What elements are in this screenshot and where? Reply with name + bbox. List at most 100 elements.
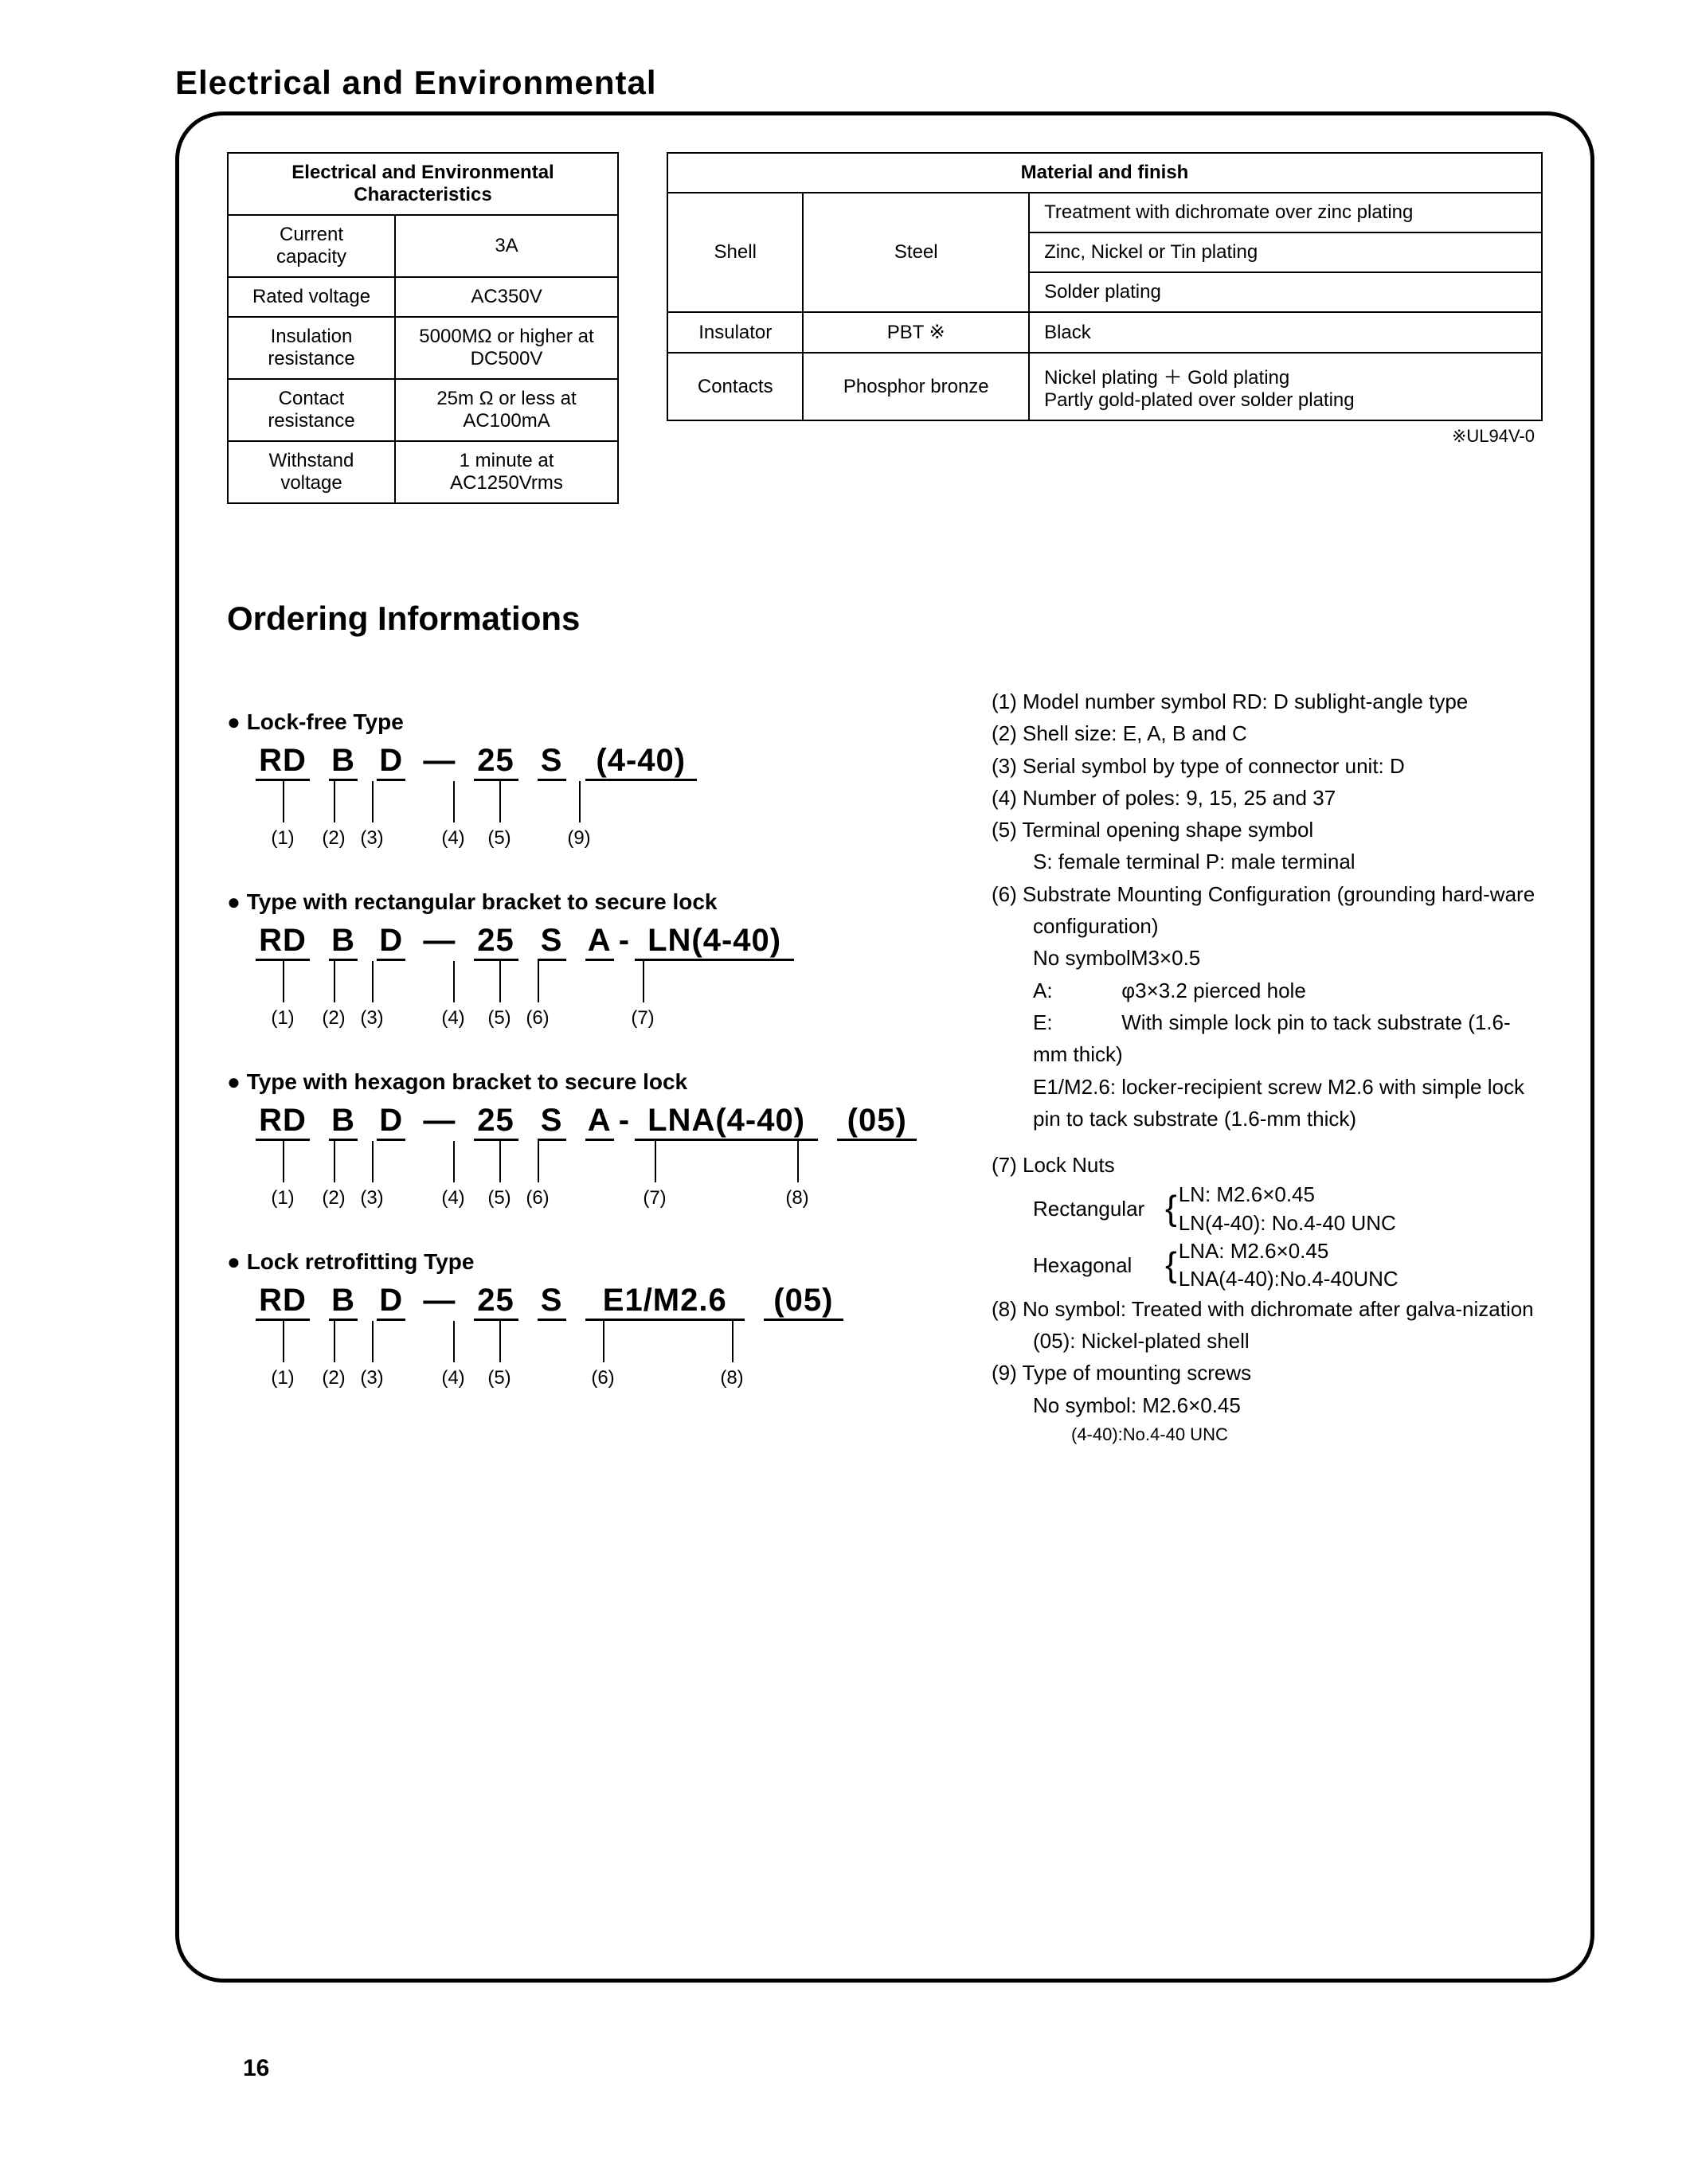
desc-4: (4) Number of poles: 9, 15, 25 and 37: [992, 782, 1543, 814]
insulator-label: Insulator: [667, 312, 803, 353]
legend-3: (3): [353, 1321, 391, 1389]
seg-3: D: [377, 923, 405, 961]
desc-5a: S: female terminal P: male terminal: [1033, 846, 1543, 877]
electrical-table: Electrical and Environmental Characteris…: [227, 152, 619, 504]
legend-2: (2): [315, 1321, 353, 1389]
seg-5: S: [538, 1103, 566, 1141]
shell-treatment: Zinc, Nickel or Tin plating: [1029, 232, 1542, 272]
legend-6: (6): [518, 961, 557, 1029]
locknuts-rect-val1: LN: M2.6×0.45: [1179, 1182, 1315, 1206]
type-rect-heading: Type with rectangular bracket to secure …: [227, 889, 960, 915]
desc-6: (6) Substrate Mounting Configuration (gr…: [992, 878, 1543, 943]
legend-9: (9): [518, 781, 640, 850]
ordering-right: (1) Model number symbol RD: D sublight-a…: [992, 686, 1543, 1448]
material-table: Material and finish Shell Steel Treatmen…: [667, 152, 1543, 421]
seg-3: D: [377, 1103, 405, 1141]
seg-4: 25: [474, 1103, 518, 1141]
page-number: 16: [243, 2055, 269, 2082]
seg-5: S: [538, 923, 566, 961]
locknuts-rect: Rectangular { LN: M2.6×0.45 LN(4-40): No…: [1033, 1181, 1543, 1237]
desc-5: (5) Terminal opening shape symbol: [992, 814, 1543, 846]
mat-table-title: Material and finish: [667, 153, 1542, 193]
contacts-material: Phosphor bronze: [803, 353, 1029, 420]
seg-1: RD: [256, 1103, 310, 1141]
ordering-heading: Ordering Informations: [227, 600, 1543, 638]
legend-5: (5): [480, 961, 518, 1029]
legend-7: (7): [557, 961, 729, 1029]
shell-treatment: Solder plating: [1029, 272, 1542, 312]
seg-6: A: [585, 1103, 614, 1141]
legend-3: (3): [353, 961, 391, 1029]
seg-2: B: [329, 923, 358, 961]
legend-6: (6): [518, 1141, 557, 1209]
legend-4: (4): [426, 1141, 480, 1209]
legend-8: (8): [687, 1321, 777, 1389]
legend-1: (1): [251, 1141, 315, 1209]
desc-3: (3) Serial symbol by type of connector u…: [992, 750, 1543, 782]
ordering-left: Lock-free Type RD B D — 25 S (4-40) (1) …: [227, 686, 960, 1448]
partno-hex: RD B D — 25 S A-LNA(4-40) (05): [251, 1103, 960, 1141]
contacts-label: Contacts: [667, 353, 803, 420]
legend-5: (5): [480, 1321, 518, 1389]
row-value: 1 minute at AC1250Vrms: [395, 441, 618, 503]
desc-9a: No symbol: M2.6×0.45: [1033, 1389, 1543, 1421]
seg-8: (05): [764, 1283, 843, 1321]
seg-2: B: [329, 1103, 358, 1141]
seg-3: D: [377, 1283, 405, 1321]
seg-4: 25: [474, 923, 518, 961]
seg-6: E1/M2.6: [585, 1283, 745, 1321]
desc-6d: E1/M2.6: locker-recipient screw M2.6 wit…: [1033, 1071, 1543, 1135]
seg-5: S: [538, 1283, 566, 1321]
section-heading: Electrical and Environmental: [175, 64, 1642, 102]
seg-8: (05): [837, 1103, 917, 1141]
desc-8: (8) No symbol: Treated with dichromate a…: [992, 1293, 1543, 1325]
type-retro-heading: Lock retrofitting Type: [227, 1249, 960, 1275]
legend-5: (5): [480, 781, 518, 850]
legend-4: (4): [426, 961, 480, 1029]
desc-6c: E: With simple lock pin to tack substrat…: [1033, 1006, 1543, 1071]
seg-6: A: [585, 923, 614, 961]
row-label: Current capacity: [228, 215, 395, 277]
partno-rect: RD B D — 25 S A-LN(4-40): [251, 923, 960, 961]
seg-1: RD: [256, 923, 310, 961]
desc-9: (9) Type of mounting screws: [992, 1357, 1543, 1389]
seg-5: S: [538, 743, 566, 781]
row-label: Contact resistance: [228, 379, 395, 441]
desc-2: (2) Shell size: E, A, B and C: [992, 717, 1543, 749]
legend-4: (4): [426, 1321, 480, 1389]
seg-3: D: [377, 743, 405, 781]
partno-retro: RD B D — 25 S E1/M2.6 (05): [251, 1283, 960, 1321]
locknuts-hex-val2: LNA(4-40):No.4-40UNC: [1179, 1267, 1399, 1291]
legend-2: (2): [315, 961, 353, 1029]
ul-note: ※UL94V-0: [667, 426, 1535, 447]
row-value: AC350V: [395, 277, 618, 317]
legend-8: (8): [753, 1141, 842, 1209]
desc-1: (1) Model number symbol RD: D sublight-a…: [992, 686, 1543, 717]
legend-4: (4): [426, 781, 480, 850]
locknuts-rect-label: Rectangular: [1033, 1193, 1160, 1225]
seg-4: 25: [474, 743, 518, 781]
desc-9b: (4-40):No.4-40 UNC: [1071, 1421, 1543, 1448]
locknuts-hex-val1: LNA: M2.6×0.45: [1179, 1239, 1329, 1263]
contacts-treatment: Nickel plating ＋ Gold plating Partly gol…: [1029, 353, 1542, 420]
shell-material: Steel: [803, 193, 1029, 312]
type-lockfree-heading: Lock-free Type: [227, 709, 960, 735]
legend-5: (5): [480, 1141, 518, 1209]
legend-1: (1): [251, 961, 315, 1029]
seg-7: LN(4-40): [635, 923, 794, 961]
desc-6a: No symbolM3×0.5: [1033, 942, 1543, 974]
desc-8a: (05): Nickel-plated shell: [1033, 1325, 1543, 1357]
shell-label: Shell: [667, 193, 803, 312]
content-frame: Electrical and Environmental Characteris…: [175, 111, 1594, 1983]
desc-7: (7) Lock Nuts: [992, 1149, 1543, 1181]
locknuts-hex: Hexagonal { LNA: M2.6×0.45 LNA(4-40):No.…: [1033, 1237, 1543, 1293]
seg-2: B: [329, 1283, 358, 1321]
legend-3: (3): [353, 1141, 391, 1209]
legend-7: (7): [557, 1141, 753, 1209]
locknuts-rect-val2: LN(4-40): No.4-40 UNC: [1179, 1211, 1396, 1235]
type-hex-heading: Type with hexagon bracket to secure lock: [227, 1069, 960, 1095]
locknuts-hex-label: Hexagonal: [1033, 1249, 1160, 1281]
seg-1: RD: [256, 743, 310, 781]
partno-lockfree: RD B D — 25 S (4-40): [251, 743, 960, 781]
row-value: 25m Ω or less at AC100mA: [395, 379, 618, 441]
